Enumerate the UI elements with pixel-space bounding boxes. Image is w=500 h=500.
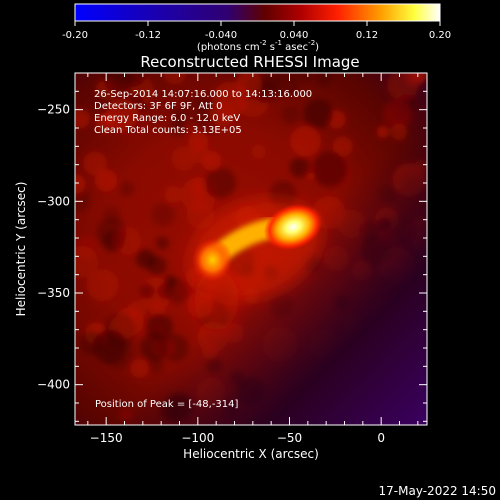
colorbar-ticks: -0.20 -0.12 -0.040 0.040 0.12 0.20 xyxy=(62,21,451,41)
y-axis-ticks: −250 −300 −350 −400 xyxy=(37,72,427,422)
y-tick-label: −400 xyxy=(37,378,70,392)
colorbar-tick-label: -0.12 xyxy=(135,30,161,41)
image-sources xyxy=(187,197,323,330)
y-tick-label: −350 xyxy=(37,286,70,300)
y-axis-label: Heliocentric Y (arcsec) xyxy=(14,182,28,317)
y-tick-label: −300 xyxy=(37,194,70,208)
x-axis-label: Heliocentric X (arcsec) xyxy=(183,447,319,461)
x-axis-ticks: −150 −100 −50 0 xyxy=(87,73,419,445)
secondary-source xyxy=(192,238,233,282)
x-tick-label: −150 xyxy=(90,431,123,445)
x-tick-label: 0 xyxy=(377,431,385,445)
annotation-line: Energy Range: 6.0 - 12.0 keV xyxy=(94,113,240,124)
x-tick-label: −50 xyxy=(277,431,302,445)
info-annotations: 26-Sep-2014 14:07:16.000 to 14:13:16.000… xyxy=(94,89,312,136)
colorbar-tick-label: 0.040 xyxy=(280,30,309,41)
annotation-line: Detectors: 3F 6F 9F, Att 0 xyxy=(94,101,222,112)
x-tick-label: −100 xyxy=(181,431,214,445)
rhessi-image xyxy=(75,73,427,425)
y-tick-label: −250 xyxy=(37,103,70,117)
peak-position-label: Position of Peak = [-48,-314] xyxy=(95,399,239,410)
colorbar-units: (photons cm-2 s-1 asec-2) xyxy=(197,39,319,53)
colorbar xyxy=(74,3,441,22)
annotation-line: 26-Sep-2014 14:07:16.000 to 14:13:16.000 xyxy=(94,89,312,100)
peak-source xyxy=(263,203,323,251)
colorbar-tick-label: 0.20 xyxy=(429,30,451,41)
colorbar-tick-label: -0.040 xyxy=(205,30,237,41)
chart-title: Reconstructed RHESSI Image xyxy=(140,53,359,71)
plot-frame xyxy=(74,72,428,426)
source-tail-glow xyxy=(194,270,239,330)
colorbar-tick-label: 0.12 xyxy=(356,30,378,41)
colorbar-tick-label: -0.20 xyxy=(62,30,88,41)
render-timestamp: 17-May-2022 14:50 xyxy=(379,484,496,498)
annotation-line: Clean Total counts: 3.13E+05 xyxy=(94,125,242,136)
